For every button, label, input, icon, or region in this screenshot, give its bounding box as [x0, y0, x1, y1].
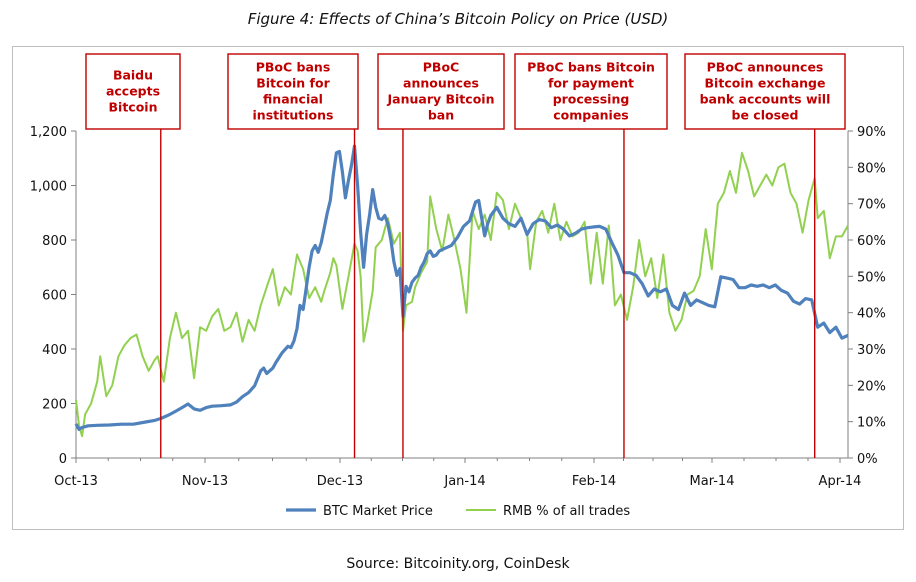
y-tick-label-left: 600: [42, 289, 67, 304]
chart-title: Figure 4: Effects of China’s Bitcoin Pol…: [247, 10, 669, 28]
x-tick-label: Feb-14: [572, 474, 616, 489]
x-tick-label: Dec-13: [317, 474, 363, 489]
y-tick-label-right: 60%: [857, 234, 886, 249]
y-tick-label-right: 50%: [857, 270, 886, 285]
y-tick-label-right: 0%: [857, 452, 878, 467]
axes-group: 0 200 400 600 800 1,000 1,200 0% 10% 20% 30% 40% 50%…: [30, 125, 886, 489]
x-tick-label: Jan-14: [443, 474, 485, 489]
event-label-line: ban: [428, 108, 454, 123]
x-tick-label: Nov-13: [182, 474, 228, 489]
event-label-line: processing: [553, 92, 630, 107]
y-tick-label-right: 90%: [857, 125, 886, 140]
y-tick-label-left: 400: [42, 343, 67, 358]
x-tick-label: Apr-14: [819, 474, 862, 489]
event-label-line: January Bitcoin: [387, 92, 495, 107]
event-label-line: bank accounts will: [700, 92, 831, 107]
event-label-line: financial: [263, 92, 323, 107]
event-label-line: be closed: [732, 108, 799, 123]
y-tick-label-right: 70%: [857, 198, 886, 213]
event-label-line: Bitcoin for: [256, 76, 330, 91]
y-tick-label-right: 80%: [857, 161, 886, 176]
event-label-line: PBoC: [423, 60, 459, 75]
event-label-line: PBoC bans Bitcoin: [527, 60, 655, 75]
event-label-line: announces: [403, 76, 479, 91]
series-line-rmb-share: [75, 151, 849, 438]
event-box: [377, 53, 505, 130]
chart-frame: [12, 46, 904, 530]
event-box: [514, 53, 668, 130]
y-tick-label-left: 200: [42, 398, 67, 413]
y-tick-label-left: 0: [59, 452, 67, 467]
y-tick-label-right: 20%: [857, 379, 886, 394]
event-label-line: Bitcoin: [109, 100, 158, 115]
y-tick-label-right: 10%: [857, 416, 886, 431]
event-label-line: for payment: [548, 76, 634, 91]
event-label-line: PBoC bans: [256, 60, 331, 75]
legend-group: BTC Market Price RMB % of all trades: [286, 504, 630, 519]
event-box: [684, 53, 846, 130]
y-tick-label-left: 800: [42, 234, 67, 249]
y-tick-label-left: 1,200: [30, 125, 67, 140]
source-note: Source: Bitcoinity.org, CoinDesk: [346, 556, 570, 572]
event-label-line: PBoC announces: [707, 60, 824, 75]
x-tick-label: Oct-13: [54, 474, 98, 489]
event-box: [227, 53, 359, 130]
event-box: [85, 53, 181, 130]
event-label-line: accepts: [106, 84, 160, 99]
legend-label-btc: BTC Market Price: [323, 504, 433, 519]
event-label-line: companies: [553, 108, 629, 123]
event-label-line: Bitcoin exchange: [705, 76, 826, 91]
legend-label-rmb: RMB % of all trades: [503, 504, 630, 519]
y-tick-label-left: 1,000: [30, 180, 67, 195]
event-label-line: Baidu: [113, 68, 153, 83]
series-line-btc-price: [74, 144, 849, 431]
series-group: [74, 144, 849, 438]
y-tick-label-right: 40%: [857, 307, 886, 322]
x-tick-label: Mar-14: [690, 474, 735, 489]
event-label-line: institutions: [253, 108, 334, 123]
y-tick-label-right: 30%: [857, 343, 886, 358]
